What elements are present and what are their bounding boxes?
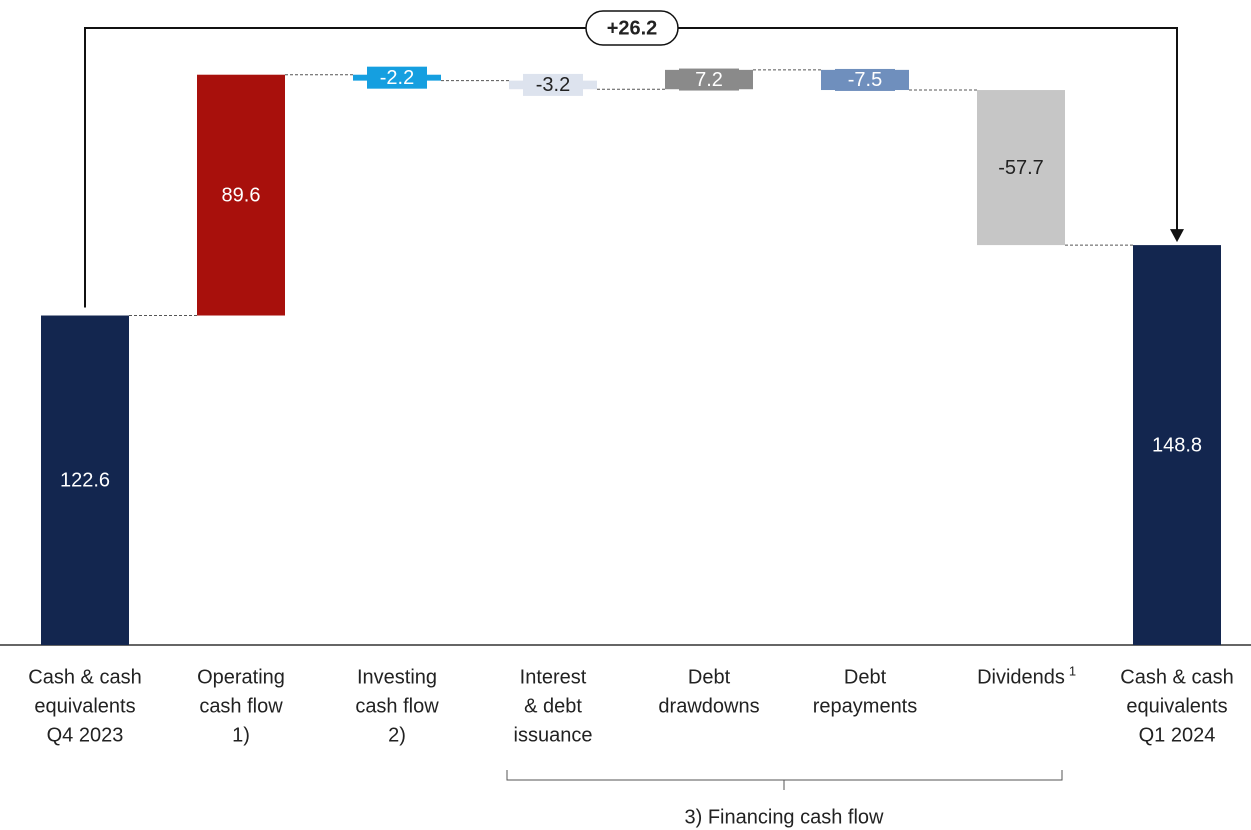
value-label: 148.8 (1152, 434, 1202, 456)
value-label: 89.6 (222, 184, 261, 206)
bar (1133, 245, 1221, 645)
x-tick-label: Operating (197, 666, 285, 688)
x-tick-label: Cash & cash (28, 666, 141, 688)
value-label-box (679, 68, 739, 91)
x-tick-label: 1) (232, 724, 250, 746)
x-tick-label: equivalents (34, 695, 135, 717)
x-tick-label: equivalents (1126, 695, 1227, 717)
x-tick-label: repayments (813, 695, 918, 717)
value-label: -57.7 (998, 157, 1044, 179)
x-tick-label: Cash & cash (1120, 666, 1233, 688)
value-label-box (367, 66, 427, 89)
x-tick-label: drawdowns (658, 695, 759, 717)
x-tick-label: issuance (514, 724, 593, 746)
x-tick-label: Investing (357, 666, 437, 688)
value-label: 122.6 (60, 470, 110, 492)
value-label-box (523, 73, 583, 96)
x-tick-label: 2) (388, 724, 406, 746)
group-label: 3) Financing cash flow (685, 806, 885, 828)
x-tick-label: & debt (524, 695, 582, 717)
group-bracket (506, 770, 1063, 790)
value-label: -3.2 (536, 74, 570, 96)
x-tick-label: Debt (688, 666, 731, 688)
value-label: -2.2 (380, 67, 414, 89)
value-label-box (835, 68, 895, 91)
value-label: -7.5 (848, 69, 882, 91)
change-box (585, 10, 679, 46)
footnote-mark: 1 (1069, 663, 1076, 678)
arrow-head (1170, 229, 1184, 243)
x-tick-label: Dividends (977, 666, 1065, 688)
bar (977, 90, 1065, 246)
x-tick-label: Interest (520, 666, 587, 688)
x-tick-label: Q4 2023 (47, 724, 124, 746)
value-label: 7.2 (695, 69, 723, 91)
bar (41, 315, 129, 645)
x-tick-label: Q1 2024 (1139, 724, 1216, 746)
bar (197, 74, 285, 316)
x-tick-label: Debt (844, 666, 887, 688)
x-tick-label: cash flow (355, 695, 439, 717)
change-label: +26.2 (607, 17, 658, 39)
x-tick-label: cash flow (199, 695, 283, 717)
